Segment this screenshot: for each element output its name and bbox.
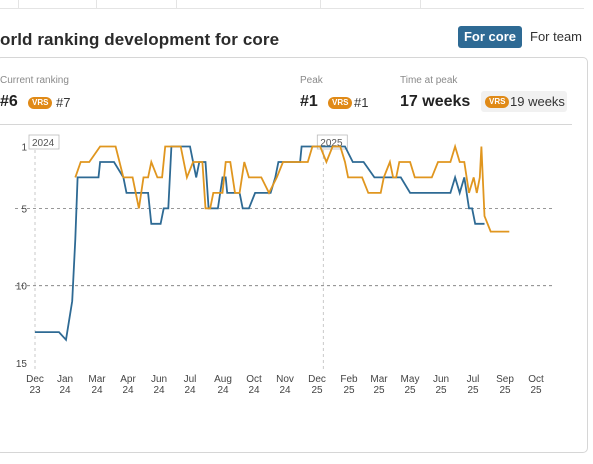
x-tick-month: Sep xyxy=(496,374,514,385)
x-tick-year: 24 xyxy=(91,385,103,396)
core-series-line xyxy=(35,145,485,342)
y-tick-label: 10 xyxy=(16,282,28,293)
current-vrs-value: #7 xyxy=(56,95,71,110)
x-tick-month: Mar xyxy=(370,374,388,385)
vrs-badge: VRS xyxy=(328,97,353,109)
table-divider xyxy=(320,0,321,8)
x-tick-year: 24 xyxy=(153,385,165,396)
x-tick-month: Jun xyxy=(151,374,167,385)
x-tick-year: 24 xyxy=(217,385,229,396)
y-tick-label: 1 xyxy=(21,143,27,154)
x-tick-month: Jul xyxy=(184,374,197,385)
x-tick-year: 23 xyxy=(29,385,41,396)
x-tick-year: 24 xyxy=(184,385,196,396)
x-tick-year: 24 xyxy=(59,385,71,396)
time-at-peak-label: Time at peak xyxy=(400,75,458,86)
x-tick-month: Nov xyxy=(276,374,294,385)
x-tick-year: 24 xyxy=(248,385,260,396)
for-core-toggle[interactable]: For core xyxy=(458,26,522,48)
current-ranking-label: Current ranking xyxy=(0,75,69,86)
x-tick-month: Mar xyxy=(88,374,106,385)
vrs-badge: VRS xyxy=(485,96,510,108)
x-tick-year: 24 xyxy=(279,385,291,396)
year-marker-label: 2024 xyxy=(32,138,55,149)
x-tick-month: Jan xyxy=(57,374,73,385)
x-tick-month: Dec xyxy=(26,374,44,385)
x-tick-year: 25 xyxy=(373,385,385,396)
section-title: orld ranking development for core xyxy=(0,30,280,49)
peak-vrs-value: #1 xyxy=(354,95,369,110)
x-tick-month: Apr xyxy=(120,374,136,385)
x-tick-month: Aug xyxy=(214,374,232,385)
x-tick-year: 25 xyxy=(404,385,416,396)
x-tick-year: 25 xyxy=(530,385,542,396)
x-tick-year: 25 xyxy=(467,385,479,396)
x-tick-year: 24 xyxy=(122,385,134,396)
table-divider xyxy=(420,0,421,8)
x-tick-year: 25 xyxy=(435,385,447,396)
top-table-border xyxy=(0,0,584,9)
x-tick-month: May xyxy=(401,374,420,385)
peak-value: #1 xyxy=(300,93,318,110)
x-tick-year: 25 xyxy=(311,385,323,396)
stats-divider xyxy=(0,124,572,125)
x-tick-month: Oct xyxy=(528,374,544,385)
year-marker-box xyxy=(28,134,60,150)
time-at-peak-value: 17 weeks xyxy=(400,93,471,110)
vrs-badge: VRS xyxy=(28,97,53,109)
x-tick-year: 25 xyxy=(499,385,511,396)
x-tick-month: Dec xyxy=(308,374,326,385)
year-marker-label: 2025 xyxy=(320,138,343,149)
vrs-series-line xyxy=(74,143,510,233)
y-tick-label: 15 xyxy=(16,359,28,370)
x-tick-month: Oct xyxy=(246,374,262,385)
x-tick-month: Feb xyxy=(340,374,358,385)
table-divider xyxy=(18,0,19,8)
y-tick-label: 5 xyxy=(21,204,27,215)
ranking-card xyxy=(0,57,588,453)
x-tick-year: 25 xyxy=(343,385,355,396)
x-tick-month: Jul xyxy=(467,374,480,385)
time-at-peak-vrs-value: 19 weeks xyxy=(510,94,565,109)
for-team-toggle[interactable]: For team xyxy=(530,29,583,44)
current-ranking-value: #6 xyxy=(0,93,18,110)
table-divider xyxy=(176,0,177,8)
x-tick-month: Jun xyxy=(433,374,449,385)
table-divider xyxy=(96,0,97,8)
peak-label: Peak xyxy=(300,75,323,86)
